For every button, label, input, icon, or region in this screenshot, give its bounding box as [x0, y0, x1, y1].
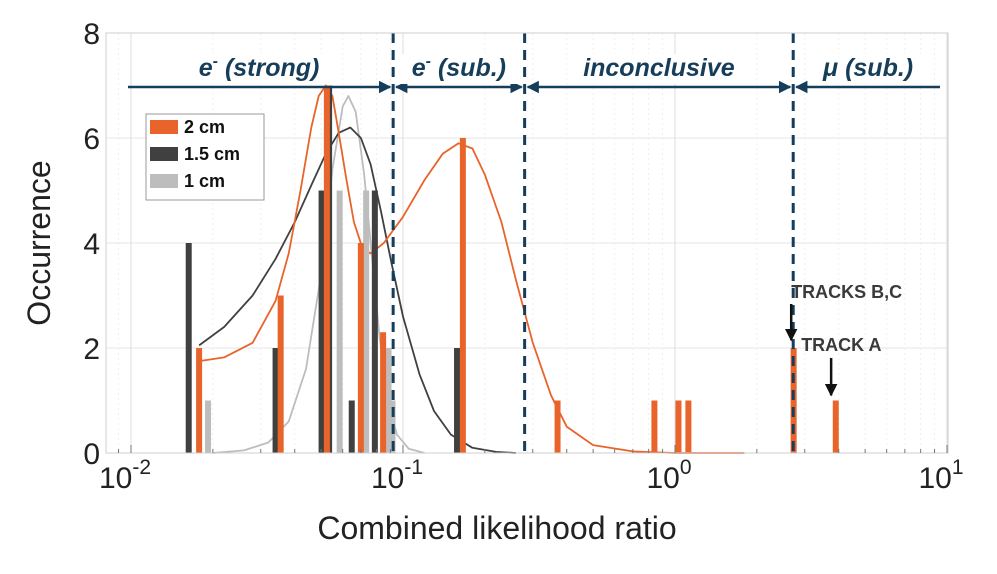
region-label-bg-1	[398, 54, 519, 84]
bar-1.5-cm-2	[318, 190, 325, 453]
legend-label-0: 2 cm	[184, 117, 225, 137]
region-label-0: e- (strong)	[199, 53, 320, 82]
y-tick-label-0: 0	[83, 438, 100, 471]
bar-2-cm-10	[790, 348, 797, 453]
legend-label-2: 1 cm	[184, 171, 225, 191]
bar-2-cm-9	[685, 400, 692, 453]
x-tick-label-0: 100	[646, 456, 691, 495]
bar-1.5-cm-6	[454, 348, 461, 453]
y-tick-label-6: 6	[83, 123, 100, 156]
bar-2-cm-3	[357, 243, 364, 453]
bar-2-cm-7	[651, 400, 658, 453]
bar-1.5-cm-1	[272, 348, 279, 453]
legend-label-1: 1.5 cm	[184, 144, 240, 164]
x-tick-label-1: 101	[918, 456, 963, 495]
bar-1-cm-3	[385, 348, 392, 453]
x-axis-label: Combined likelihood ratio	[317, 510, 676, 546]
annotation-track-a: TRACK A	[801, 335, 881, 355]
bar-2-cm-1	[277, 295, 284, 453]
y-axis-label: Occurrence	[21, 160, 57, 325]
threshold-lines	[391, 33, 795, 453]
bar-1.5-cm-0	[185, 243, 192, 453]
region-label-bg-0	[186, 54, 333, 84]
legend-swatch-1	[150, 147, 178, 161]
bar-1-cm-0	[205, 400, 212, 453]
legend-swatch-0	[150, 120, 178, 134]
region-label-2: inconclusive	[583, 54, 735, 82]
region-arrows: e- (strong) e- (sub.) inconclusive μ (sub.)	[128, 53, 940, 94]
y-tick-label-4: 4	[83, 228, 100, 261]
histogram-bars	[185, 85, 839, 453]
x-tick-label--1: 10-1	[371, 456, 423, 495]
bar-2-cm-2	[323, 85, 330, 453]
region-label-1: e- (sub.)	[412, 53, 506, 82]
bar-1-cm-1	[336, 190, 343, 453]
y-tick-label-8: 8	[83, 18, 100, 51]
bar-2-cm-4	[380, 332, 387, 453]
region-label-bg-2	[572, 54, 745, 84]
bar-2-cm-5	[459, 138, 466, 453]
bar-2-cm-8	[675, 400, 682, 453]
track-annotations: TRACKS B,C TRACK A	[784, 282, 902, 397]
bar-2-cm-0	[196, 348, 203, 453]
bar-1.5-cm-5	[371, 190, 378, 453]
annotation-tracks-bc: TRACKS B,C	[791, 282, 902, 302]
fit-curve-1.5-cm	[198, 126, 516, 454]
legend-swatch-2	[150, 174, 178, 188]
plot-frame	[105, 32, 949, 454]
region-label-3: μ (sub.)	[822, 54, 913, 82]
region-label-bg-3	[808, 54, 929, 84]
bar-2-cm-6	[554, 400, 561, 453]
x-tick-label--2: 10-2	[99, 456, 151, 495]
bar-2-cm-11	[832, 400, 839, 453]
bar-1.5-cm-4	[348, 400, 355, 453]
fit-curve-2-cm	[198, 84, 745, 454]
legend: 2 cm 1.5 cm 1 cm	[145, 113, 265, 201]
y-tick-label-2: 2	[83, 333, 100, 366]
bar-1-cm-2	[363, 190, 370, 453]
axis-ticks: 0 2 4 6 8 10-2 10-1 100 101	[83, 18, 963, 495]
